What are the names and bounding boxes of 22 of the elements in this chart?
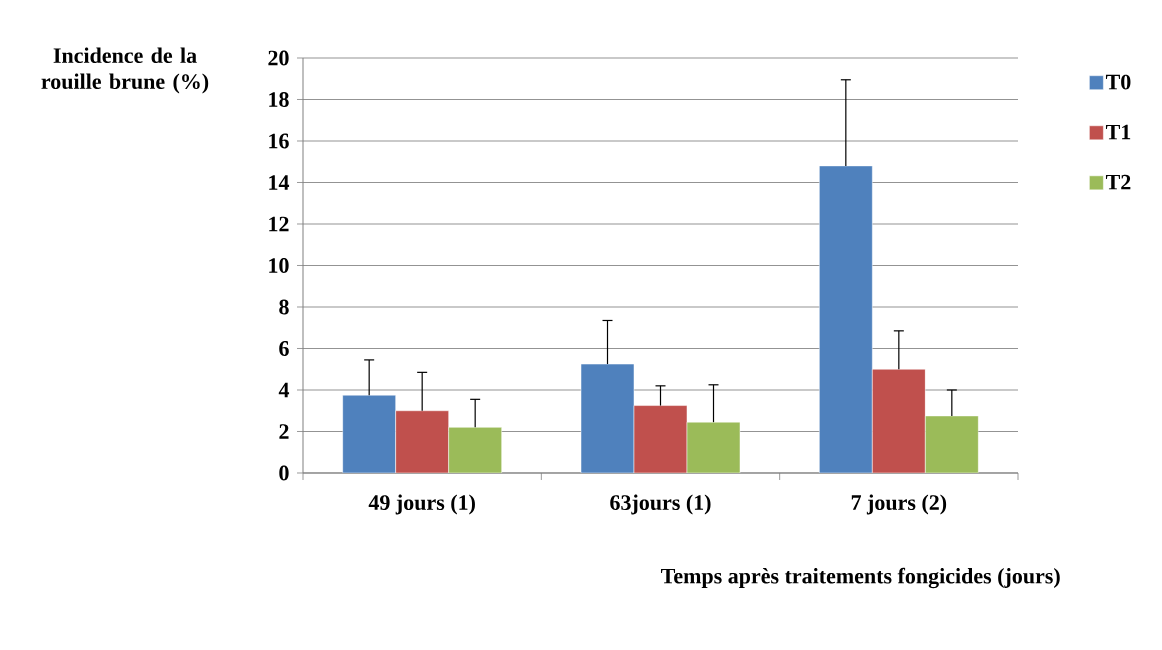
y-tick-label: 4 [278, 382, 290, 398]
legend-label: T1 [1105, 124, 1131, 140]
x-tick-label: 63jours (1) [610, 494, 711, 515]
bar [872, 368, 926, 473]
legend-label: T0 [1105, 74, 1131, 90]
y-tick-label: 6 [279, 341, 289, 356]
bar [395, 410, 449, 473]
y-tick-label: 12 [269, 216, 289, 232]
legend-label: T2 [1105, 174, 1131, 190]
y-tick-label: 14 [269, 175, 290, 190]
x-tick-label: 49 jours (1) [368, 494, 475, 515]
y-tick-label: 16 [269, 133, 289, 149]
x-axis-title: Temps après traitements fongicides (jours) [661, 567, 1060, 589]
y-tick-label: 20 [268, 50, 289, 66]
y-tick-label: 2 [279, 424, 289, 439]
y-tick-label: 8 [279, 299, 289, 315]
y-tick-label: 10 [269, 258, 289, 273]
x-tick-label: 7 jours (2) [851, 494, 947, 515]
y-axis-title: Incidence de la rouille brune (%) [41, 47, 209, 94]
bar [633, 405, 688, 473]
y-tick-label: 0 [279, 465, 289, 481]
y-tick-label: 18 [269, 92, 289, 107]
